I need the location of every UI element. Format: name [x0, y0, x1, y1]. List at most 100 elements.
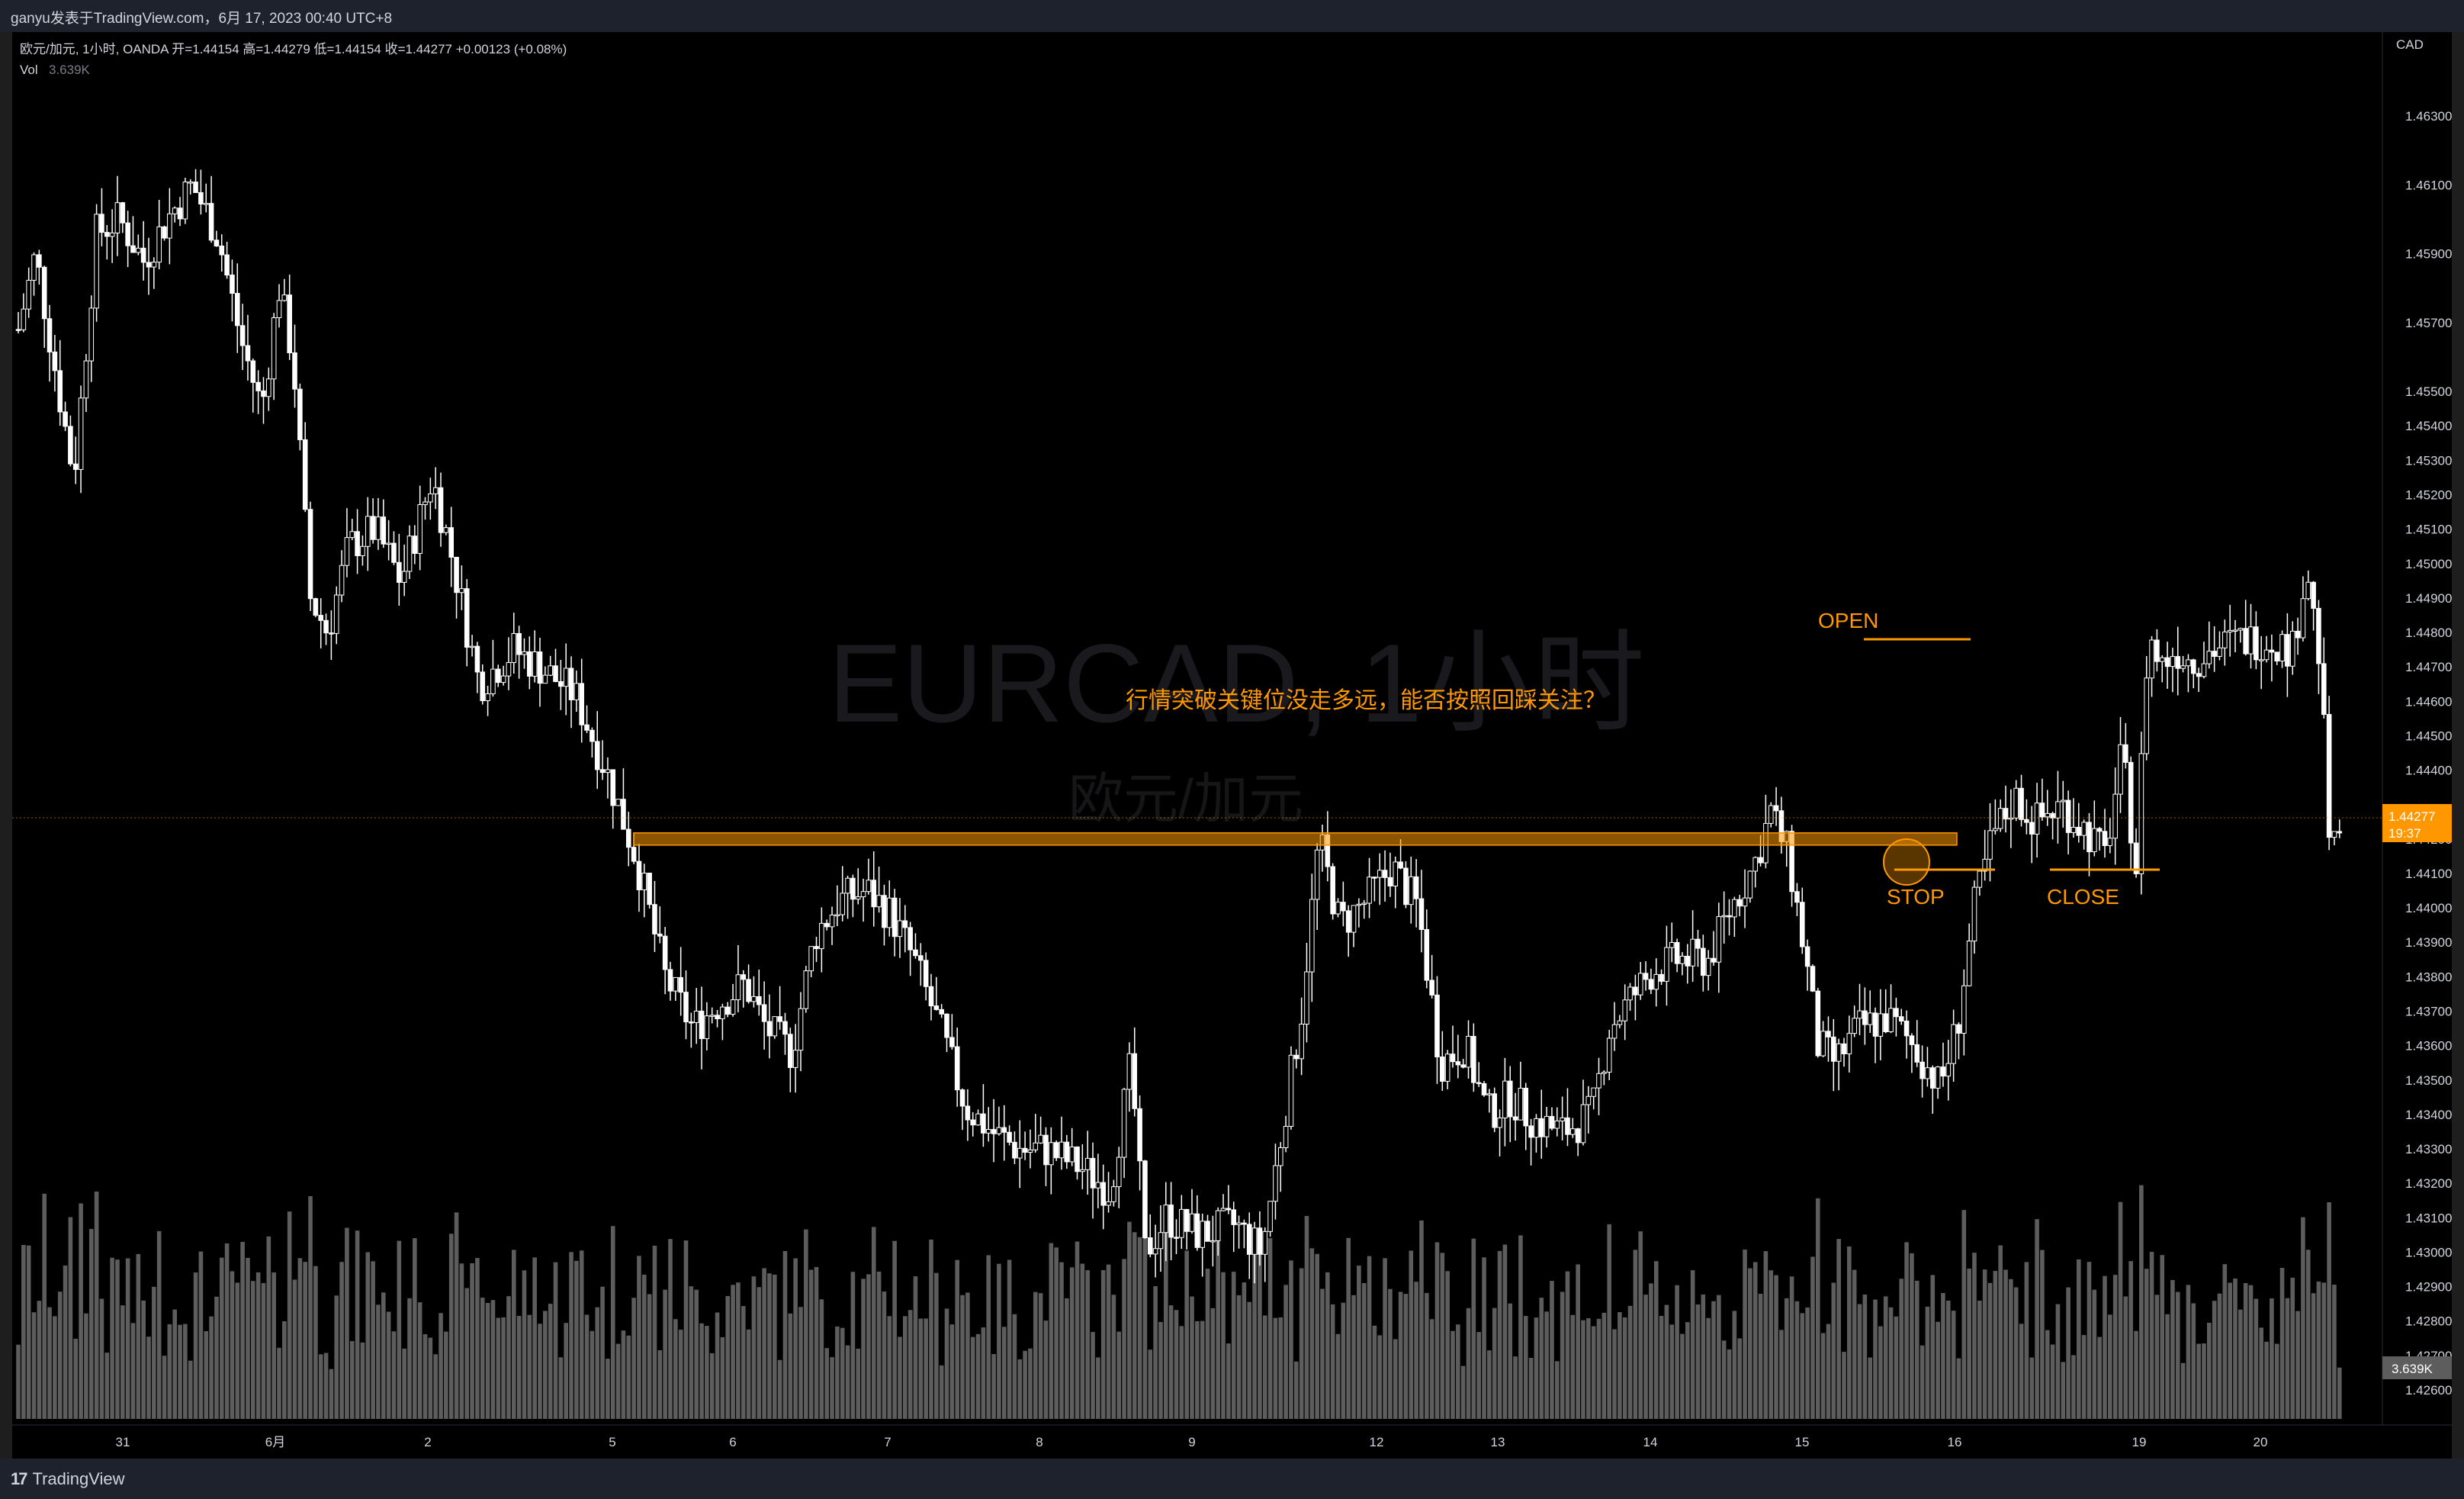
volume-bar — [454, 1212, 459, 1419]
candle-body — [2076, 826, 2082, 836]
candle-body — [568, 667, 574, 700]
volume-bar — [1622, 1317, 1627, 1419]
volume-bar — [856, 1348, 861, 1419]
volume-bar — [292, 1279, 297, 1419]
volume-bar — [1982, 1269, 1987, 1419]
volume-bar — [898, 1337, 902, 1419]
candle-body — [1277, 1147, 1283, 1166]
candle-body — [255, 381, 261, 391]
candle-body — [1711, 957, 1717, 963]
candle-body — [1852, 1018, 1857, 1034]
candle-body — [949, 1037, 955, 1047]
candle-body — [647, 873, 652, 906]
candle-body — [1215, 1210, 1221, 1241]
volume-bar — [1618, 1312, 1622, 1419]
candle-body — [1413, 876, 1419, 899]
candle-body — [1659, 973, 1664, 982]
volume-bar — [480, 1298, 485, 1419]
chart-panel[interactable]: EURCAD, 1小时 欧元/加元 1.46300 1.46100 1.45900 1… — [12, 32, 2452, 1459]
candle-body — [819, 922, 824, 950]
brand[interactable]: 17 TradingView — [11, 1469, 125, 1489]
volume-bar — [981, 1327, 986, 1419]
volume-bar — [2222, 1264, 2228, 1419]
volume-bar — [1748, 1268, 1752, 1419]
candle-body — [1810, 966, 1816, 992]
volume-bar — [1836, 1239, 1841, 1419]
candle-body — [136, 247, 141, 253]
candle-body — [1580, 1104, 1586, 1144]
candle-body — [641, 873, 647, 890]
candle-body — [2081, 822, 2087, 836]
candle-body — [746, 979, 751, 1002]
candle-body — [1361, 902, 1367, 906]
candle-body — [1940, 1066, 1946, 1077]
candle-body — [589, 729, 595, 742]
candle-body — [344, 537, 350, 566]
volume-bar — [1184, 1250, 1189, 1419]
volume-bar — [2003, 1269, 2008, 1419]
candle-body — [2144, 677, 2150, 754]
volume-bar — [1919, 1345, 1925, 1419]
watermark-main: EURCAD, 1小时 — [828, 621, 1645, 745]
volume-bar — [1309, 1248, 1315, 1419]
candle-body — [1565, 1117, 1570, 1135]
volume-bar — [1961, 1210, 1967, 1419]
candlestick-chart[interactable]: EURCAD, 1小时 欧元/加元 1.463001.461001.459001… — [12, 32, 2452, 1459]
volume-bar — [251, 1281, 255, 1419]
volume-bar — [1669, 1324, 1675, 1419]
volume-bar — [2248, 1285, 2254, 1419]
candle-body — [1080, 1169, 1085, 1173]
volume-bar — [1601, 1312, 1607, 1419]
candle-body — [1664, 947, 1669, 982]
candle-body — [715, 1015, 720, 1020]
volume-bar — [2180, 1362, 2186, 1419]
volume-bar — [1967, 1268, 1971, 1419]
volume-bar — [1059, 1262, 1064, 1419]
volume-bar — [740, 1306, 746, 1419]
price-axis[interactable]: 1.46300 1.46100 1.45900 1.45700 1.45500 1.454… — [2382, 32, 2452, 1425]
candle-body — [2102, 831, 2108, 847]
candle-body — [459, 588, 464, 593]
time-axis[interactable]: 31 6月 2 5 6 7 8 9 12 13 14 15 16 19 20 — [12, 1424, 2452, 1449]
volume-bar — [172, 1309, 177, 1419]
candle-body — [1690, 938, 1695, 967]
candle-body — [548, 665, 553, 676]
volume-bar — [2103, 1275, 2107, 1419]
candle-body — [740, 974, 747, 980]
candle-body — [1883, 1013, 1889, 1032]
volume-bar — [2217, 1293, 2222, 1419]
candle-body — [1476, 1082, 1482, 1085]
volume-bar — [1883, 1296, 1888, 1419]
volume-bar — [1294, 1361, 1299, 1419]
volume-bar — [1205, 1269, 1210, 1419]
candle-body — [1022, 1147, 1028, 1153]
price-tick-label: 1.45700 — [2405, 316, 2452, 330]
volume-bar — [678, 1330, 683, 1419]
volume-bar — [230, 1271, 235, 1419]
candle-body — [2019, 787, 2024, 820]
candle-body — [1398, 861, 1403, 869]
candle-body — [1815, 990, 1821, 1057]
candle-body — [886, 897, 892, 928]
candle-body — [631, 847, 637, 862]
candle-body — [2024, 819, 2029, 823]
candle-body — [1862, 1010, 1868, 1025]
volume-bar — [407, 1298, 412, 1419]
volume-bar — [1643, 1295, 1648, 1419]
volume-bar — [2321, 1282, 2327, 1419]
volume-bar — [2128, 1261, 2133, 1419]
volume-bar — [1711, 1301, 1716, 1419]
candle-body — [307, 509, 313, 600]
candle-body — [57, 370, 63, 413]
volume-bar — [2118, 1201, 2123, 1419]
candle-body — [52, 351, 58, 372]
open-label: OPEN — [1818, 609, 1878, 632]
volume-bar — [1096, 1357, 1100, 1419]
volume-bar — [209, 1316, 214, 1419]
volume-bar — [2019, 1324, 2024, 1419]
volume-bar — [16, 1344, 21, 1419]
volume-bar — [313, 1266, 318, 1419]
volume-bar — [610, 1226, 615, 1419]
candle-body — [824, 922, 830, 928]
volume-bar — [892, 1240, 897, 1419]
